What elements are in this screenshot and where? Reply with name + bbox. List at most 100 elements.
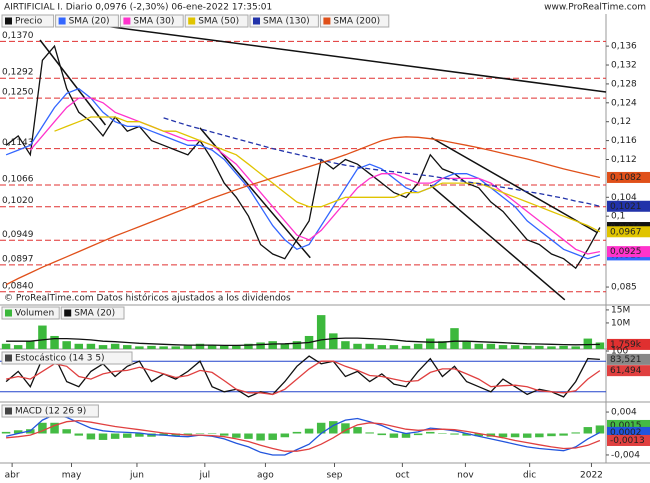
bar	[377, 345, 387, 349]
legend-label: Estocástico (14 3 5)	[15, 354, 105, 364]
bar	[535, 433, 544, 438]
bar	[256, 433, 265, 441]
bar	[256, 342, 265, 349]
series-line	[5, 360, 601, 396]
value-label-box	[607, 365, 650, 377]
legend-swatch	[64, 309, 72, 317]
legend-label: SMA (130)	[263, 17, 310, 27]
bar	[135, 433, 144, 437]
bar	[547, 346, 556, 349]
bar	[377, 433, 387, 436]
x-tick-label: may	[62, 471, 82, 481]
bar	[183, 433, 193, 436]
y-tick-label: 0,004	[611, 408, 637, 418]
bar	[474, 433, 483, 437]
bar	[38, 422, 47, 434]
legend-box	[55, 14, 119, 28]
bar	[341, 423, 350, 434]
series-line	[5, 355, 600, 398]
legend-box	[1, 14, 55, 28]
series-line	[6, 337, 600, 347]
legend-box	[1, 404, 99, 418]
bar	[341, 341, 350, 349]
bar	[74, 343, 84, 349]
value-label: 0,1021	[610, 202, 642, 212]
note: © ProRealTime.com Datos históricos ajust…	[4, 293, 291, 304]
y-tick-label: 0,085	[611, 283, 637, 293]
bar	[38, 325, 47, 349]
value-label: 0,0002	[610, 428, 642, 438]
bar	[329, 421, 338, 434]
bar	[86, 433, 96, 440]
bar	[159, 346, 168, 349]
y-tick-label: 0,132	[611, 61, 637, 71]
series-line	[5, 136, 601, 286]
bar	[498, 345, 508, 349]
bar	[389, 345, 399, 349]
bar	[510, 433, 520, 438]
level-label: 0,1066	[2, 175, 34, 185]
y-tick-label: 0,12	[611, 117, 631, 127]
series-line	[5, 87, 601, 260]
bar	[50, 422, 59, 434]
bar	[426, 431, 435, 434]
bar	[316, 315, 326, 349]
level-label: 0,0897	[2, 254, 34, 264]
y-tick-label: 0,116	[611, 136, 637, 146]
legend-box	[1, 351, 133, 365]
trendline	[431, 137, 598, 234]
bar	[462, 433, 471, 436]
legend-swatch	[123, 17, 131, 25]
bar	[268, 433, 277, 440]
bar	[123, 433, 132, 438]
bar	[110, 433, 120, 439]
bar	[280, 433, 290, 438]
legend-label: SMA (50)	[198, 17, 239, 27]
bar	[413, 433, 423, 436]
bar	[292, 431, 302, 434]
x-tick-label: jun	[129, 471, 144, 481]
x-tick-label: ago	[257, 471, 274, 481]
legend-swatch	[5, 17, 12, 25]
bar	[559, 345, 568, 349]
bar	[510, 345, 520, 349]
y-tick-label: 10M	[611, 318, 630, 328]
bar	[522, 345, 532, 349]
trendline	[39, 39, 107, 126]
bar	[110, 343, 120, 349]
bar	[123, 345, 132, 349]
bar	[195, 433, 205, 434]
series-line	[163, 117, 601, 207]
bar	[86, 343, 96, 349]
bar	[426, 338, 435, 349]
site: www.ProRealTime.com	[544, 3, 646, 13]
x-tick-label: abr	[5, 471, 20, 481]
legend-box	[60, 306, 125, 320]
value-label: 0,0925	[610, 247, 642, 257]
y-tick-label: -0,004	[611, 450, 640, 460]
bar	[268, 341, 277, 349]
y-tick-label: 15M	[611, 305, 630, 315]
bar	[147, 345, 156, 349]
y-tick-label: 0,112	[611, 155, 637, 165]
bar	[571, 432, 580, 434]
trendline	[59, 19, 607, 93]
bar	[365, 432, 374, 434]
bar	[244, 343, 253, 349]
legend-swatch	[253, 17, 260, 25]
legend-label: MACD (12 26 9)	[15, 407, 86, 417]
bar	[1, 343, 11, 349]
bar	[353, 343, 362, 349]
bar	[462, 341, 471, 349]
bar	[98, 345, 108, 349]
bar	[1, 431, 11, 434]
level-label: 0,1370	[2, 31, 34, 41]
bar	[135, 346, 144, 349]
legend-label: SMA (20)	[69, 17, 110, 27]
x-tick-label: 2022	[580, 471, 603, 481]
y-tick-label: 0,128	[611, 79, 637, 89]
value-label: 83,521	[610, 355, 642, 365]
x-tick-label: dic	[523, 471, 536, 481]
value-label-box	[607, 434, 650, 446]
bar	[401, 345, 411, 349]
